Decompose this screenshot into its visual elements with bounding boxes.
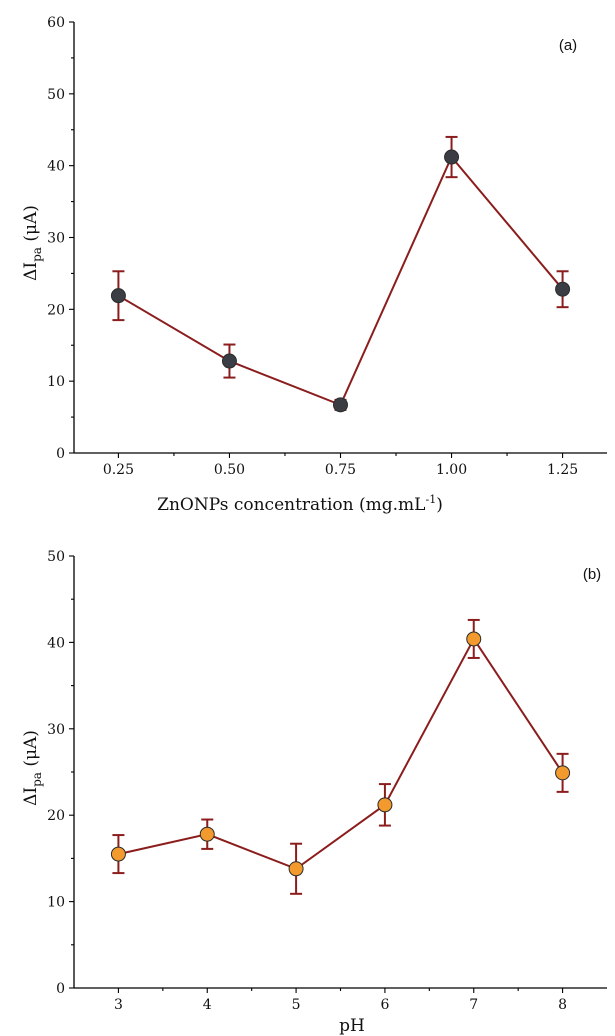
y-tick-label: 0 (56, 446, 65, 462)
y-axis-ticks-a: 0 10 20 30 40 50 60 (47, 15, 74, 462)
y-axis-title-b: ΔIpa (μA) (21, 730, 44, 806)
x-tick-label: 0.25 (103, 462, 134, 478)
data-point (466, 631, 482, 647)
x-tick-label: 0.50 (214, 462, 245, 478)
y-axis-title-main-b: ΔI (21, 787, 41, 806)
data-point (288, 861, 304, 877)
x-tick-label: 0.75 (325, 462, 356, 478)
data-series-b (110, 618, 571, 895)
x-tick-label: 5 (292, 997, 301, 1013)
chart-panel-a: 0 10 20 30 40 50 60 0.25 0.50 0.75 1.00 1.25 (a) Z… (21, 15, 607, 515)
x-axis-title-b: pH (339, 1016, 365, 1036)
data-point (555, 281, 571, 297)
data-point (444, 149, 460, 165)
y-tick-label: 10 (47, 895, 65, 911)
y-axis-title-a: ΔIpa (μA) (21, 205, 44, 281)
data-point (110, 846, 126, 862)
y-tick-label: 20 (47, 808, 65, 824)
y-tick-label: 20 (47, 302, 65, 318)
chart-panel-b: 0 10 20 30 40 50 3 4 5 6 7 8 (b) pH ΔIpa (μA) (21, 549, 607, 1036)
data-point (333, 397, 348, 413)
x-axis-title-text-b: pH (339, 1016, 365, 1036)
x-axis-ticks-b: 3 4 5 6 7 8 (114, 988, 567, 1013)
x-axis-title-text-a: ZnONPs concentration (mg.mL (157, 495, 425, 515)
data-series-a (110, 135, 571, 413)
x-tick-label: 8 (558, 997, 567, 1013)
panel-label-a: (a) (559, 37, 577, 54)
axes-frame-b (73, 556, 607, 989)
y-tick-label: 50 (47, 87, 65, 103)
y-tick-label: 30 (47, 231, 65, 247)
y-axis-title-subscript-a: pa (30, 247, 44, 262)
y-tick-label: 60 (47, 15, 65, 31)
y-axis-title-unit-b: (μA) (21, 730, 41, 772)
y-axis-title-main-a: ΔI (21, 262, 41, 281)
y-tick-label: 50 (47, 549, 65, 565)
x-tick-label: 1.00 (436, 462, 467, 478)
x-axis-title-a: ZnONPs concentration (mg.mL-1) (157, 493, 443, 515)
data-point (377, 797, 393, 813)
data-point (110, 288, 126, 304)
x-axis-ticks-a: 0.25 0.50 0.75 1.00 1.25 (103, 453, 578, 478)
x-tick-label: 4 (203, 997, 212, 1013)
x-axis-title-superscript-a: -1 (425, 493, 436, 506)
data-point (555, 765, 571, 781)
y-tick-label: 0 (56, 981, 65, 997)
x-axis-title-end-a: ) (436, 495, 443, 515)
series-line (117, 155, 564, 407)
panel-label-b: (b) (583, 566, 601, 583)
y-tick-label: 40 (47, 159, 65, 175)
series-line (118, 636, 564, 870)
data-point (199, 826, 215, 842)
data-point (221, 353, 237, 369)
y-axis-ticks-b: 0 10 20 30 40 50 (47, 549, 74, 997)
x-tick-label: 6 (380, 997, 389, 1013)
x-tick-label: 7 (469, 997, 478, 1013)
y-tick-label: 30 (47, 722, 65, 738)
y-axis-title-subscript-b: pa (30, 772, 44, 787)
x-tick-label: 3 (114, 997, 123, 1013)
axes-frame-a (73, 22, 607, 454)
y-tick-label: 10 (47, 374, 65, 390)
x-tick-label: 1.25 (547, 462, 578, 478)
y-axis-title-unit-a: (μA) (21, 205, 41, 247)
y-tick-label: 40 (47, 635, 65, 651)
